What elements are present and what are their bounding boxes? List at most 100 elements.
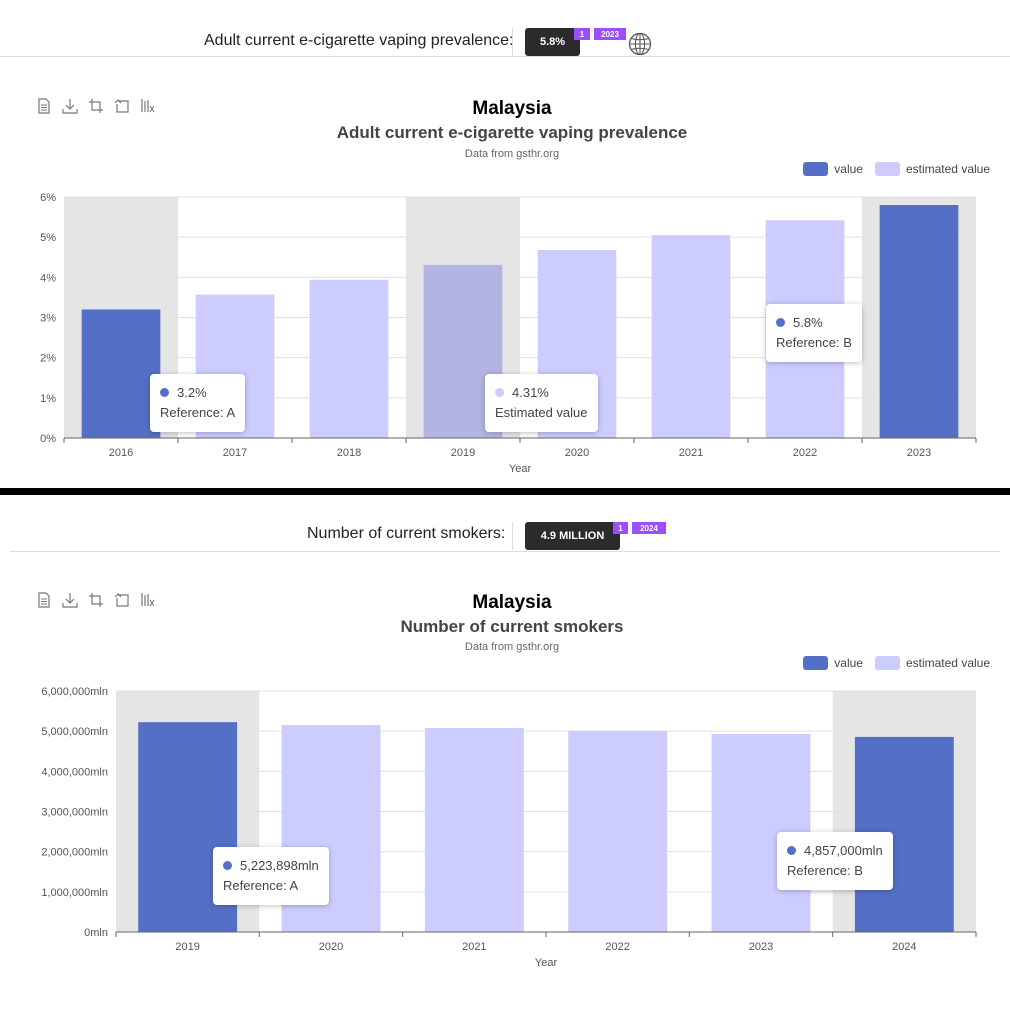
legend-value[interactable]: value (803, 162, 863, 176)
tooltip-value: 5.8% (793, 315, 823, 330)
chart-subtitle: Number of current smokers (400, 617, 624, 636)
tooltip-2024: 4,857,000mln Reference: B (777, 832, 893, 890)
vaping-panel: Adult current e-cigarette vaping prevale… (0, 0, 1010, 488)
x-axis-title: Year (509, 463, 532, 475)
x-tick-label: 2023 (749, 941, 773, 953)
bar (309, 279, 389, 438)
vaping-bar-chart: 0% 1% 2% 3% 4% 5% 6% 2016 2017 2018 2019 2020 2021 20… (40, 192, 977, 475)
x-tick-label: 2019 (451, 447, 475, 459)
chart-legend: value estimated value (803, 656, 990, 670)
bar (424, 727, 524, 932)
y-tick-label: 0mln (84, 927, 108, 939)
y-tick-label: 0% (40, 433, 56, 445)
chart-subtitle: Adult current e-cigarette vaping prevale… (336, 123, 688, 142)
x-tick-label: 2018 (337, 447, 361, 459)
legend-value[interactable]: value (803, 656, 863, 670)
legend-label-estimated: estimated value (905, 162, 990, 176)
tooltip-value: 3.2% (177, 385, 207, 400)
tooltip-value: 4.31% (512, 385, 549, 400)
globe-icon[interactable] (628, 32, 652, 56)
legend-estimated[interactable]: estimated value (874, 656, 990, 670)
x-axis-title: Year (535, 957, 558, 969)
year-badge: 2024 (632, 522, 666, 534)
chart-title: Malaysia (472, 592, 552, 613)
header-rule (10, 551, 1000, 552)
stat-separator (512, 28, 513, 56)
chart-toolbar (34, 591, 158, 609)
chart-title: Malaysia (472, 98, 552, 119)
x-tick-label: 2022 (793, 447, 817, 459)
crop-icon[interactable] (86, 591, 106, 609)
x-tick-label: 2023 (907, 447, 931, 459)
data-view-icon[interactable] (138, 591, 158, 609)
stat-value-pill: 5.8% (525, 28, 580, 56)
smokers-panel: Number of current smokers: 4.9 MILLION 1… (0, 495, 1010, 1024)
y-tick-label: 6,000,000mln (41, 686, 108, 698)
x-tick-label: 2020 (319, 941, 343, 953)
smokers-bar-chart: 0mln 1,000,000mln 2,000,000mln 3,000,000mln… (41, 686, 977, 969)
bar (879, 205, 959, 438)
x-tick-label: 2024 (892, 941, 916, 953)
tooltip-label: Reference: A (223, 878, 299, 893)
document-icon[interactable] (34, 97, 54, 115)
legend-estimated[interactable]: estimated value (874, 162, 990, 176)
tooltip-label: Reference: B (776, 335, 852, 350)
tooltip-2023: 5.8% Reference: B (766, 304, 862, 362)
tooltip-2019: 4.31% Estimated value (485, 374, 598, 432)
x-tick-label: 2021 (679, 447, 703, 459)
stat-label: Adult current e-cigarette vaping prevale… (204, 32, 514, 49)
restore-icon[interactable] (112, 97, 132, 115)
tooltip-dot (776, 318, 785, 327)
bar (568, 730, 668, 932)
reference-badge[interactable]: 1 (613, 522, 628, 534)
y-tick-label: 5% (40, 232, 56, 244)
tooltip-dot (223, 861, 232, 870)
stat-header: Number of current smokers: 4.9 MILLION 1… (0, 495, 1010, 552)
y-tick-label: 5,000,000mln (41, 726, 108, 738)
year-badge: 2023 (594, 28, 626, 40)
panel-divider (0, 488, 1010, 495)
stat-separator (512, 522, 513, 550)
x-tick-label: 2017 (223, 447, 247, 459)
tooltip-label: Reference: A (160, 405, 236, 420)
y-tick-label: 1,000,000mln (41, 887, 108, 899)
x-tick-label: 2019 (175, 941, 199, 953)
y-tick-label: 4% (40, 272, 56, 284)
document-icon[interactable] (34, 591, 54, 609)
legend-label-value: value (834, 656, 863, 670)
stat-value-pill: 4.9 MILLION (525, 522, 620, 550)
x-tick-label: 2021 (462, 941, 486, 953)
y-tick-label: 2% (40, 353, 56, 365)
tooltip-2019: 5,223,898mln Reference: A (213, 847, 329, 905)
tooltip-dot (787, 846, 796, 855)
bar (81, 309, 161, 438)
y-tick-label: 2,000,000mln (41, 847, 108, 859)
download-icon[interactable] (60, 97, 80, 115)
legend-swatch-value (803, 656, 829, 670)
legend-label-value: value (834, 162, 863, 176)
reference-badge[interactable]: 1 (574, 28, 590, 40)
tooltip-value: 4,857,000mln (804, 843, 883, 858)
header-rule (0, 56, 1010, 57)
legend-swatch-estimated (874, 656, 900, 670)
tooltip-dot (160, 388, 169, 397)
tooltip-2016: 3.2% Reference: A (150, 374, 246, 432)
tooltip-value: 5,223,898mln (240, 858, 319, 873)
restore-icon[interactable] (112, 591, 132, 609)
y-tick-label: 4,000,000mln (41, 766, 108, 778)
y-tick-label: 1% (40, 393, 56, 405)
x-tick-label: 2022 (605, 941, 629, 953)
legend-swatch-estimated (874, 162, 900, 176)
x-tick-label: 2016 (109, 447, 133, 459)
crop-icon[interactable] (86, 97, 106, 115)
chart-source: Data from gsthr.org (464, 148, 560, 160)
y-tick-label: 3,000,000mln (41, 807, 108, 819)
legend-label-estimated: estimated value (905, 656, 990, 670)
data-view-icon[interactable] (138, 97, 158, 115)
tooltip-label: Estimated value (495, 405, 588, 420)
stat-label: Number of current smokers: (307, 525, 506, 542)
y-tick-label: 6% (40, 192, 56, 204)
tooltip-dot (495, 388, 504, 397)
download-icon[interactable] (60, 591, 80, 609)
y-tick-label: 3% (40, 313, 56, 325)
